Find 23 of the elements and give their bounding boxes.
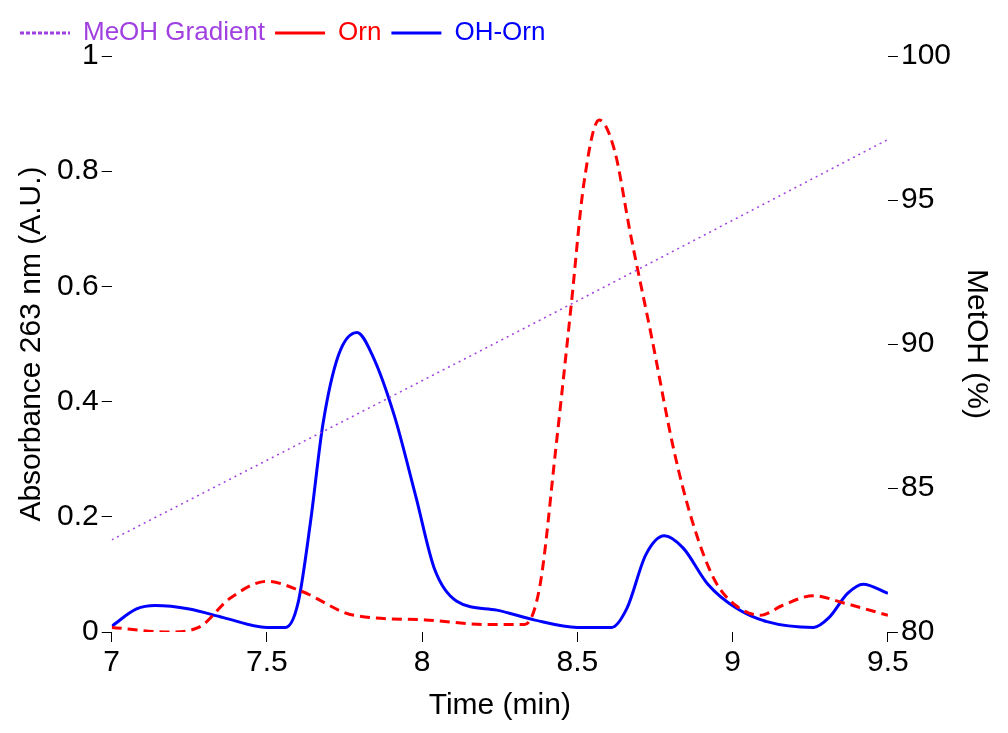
y-tick-label: 0.6 [56,267,99,301]
line-series [111,330,888,629]
y-axis-title: Absorbance 263 nm (A.U.) [13,166,47,522]
y2-tick-label: 95 [900,181,935,215]
x-tick-label: 7 [103,644,121,678]
legend-label: OH-Orn [454,16,546,47]
x-tick-label: 9 [724,644,742,678]
y2-axis-title: MetOH (%) [961,269,995,419]
y-tick-label: 0.2 [56,498,99,532]
y2-tick-label: 100 [900,37,952,71]
y-tick-label: 0.4 [56,382,99,416]
x-tick-label: 8.5 [556,644,599,678]
y2-tick-label: 80 [900,613,935,647]
y2-tick-label: 85 [900,469,935,503]
x-axis-title: Time (min) [428,687,571,721]
x-tick-label: 7.5 [246,644,288,678]
y-tick-label: 0 [82,613,99,647]
y-tick-label: 0.8 [56,152,99,186]
x-tick-label: 9.5 [867,644,909,678]
y2-tick-label: 90 [900,325,935,359]
x-tick-label: 8 [413,644,431,678]
line-series [111,118,888,632]
legend-label: Orn [338,16,382,47]
